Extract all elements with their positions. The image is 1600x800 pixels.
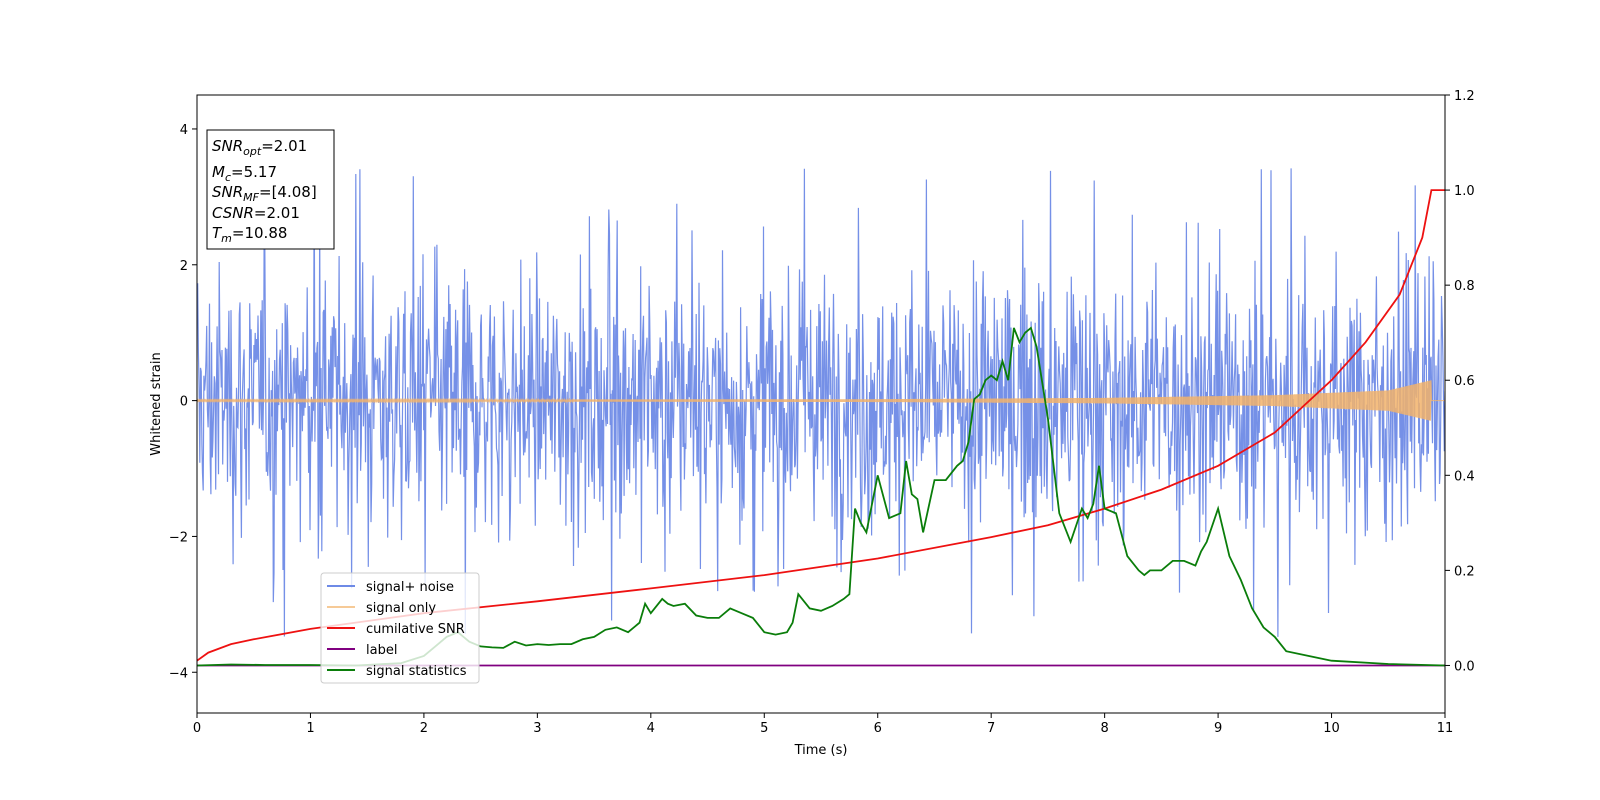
x-tick-label: 6: [874, 721, 882, 736]
stats-line: Mc=5.17: [212, 163, 277, 184]
y-tick-label: 2: [180, 259, 188, 274]
y-tick-label: −2: [169, 530, 188, 545]
ticks-layer: 0 1 2 3 4 5 6 7 8 9 10 11 −4 −2 0 2 4 0.0 0.2 0.4 0.6 0.8 1.0 1…: [169, 89, 1475, 736]
stats-symbol: SNR: [212, 183, 243, 201]
y2-tick-label: 1.2: [1454, 89, 1475, 104]
stats-box: SNRopt=2.01Mc=5.17SNRMF=[4.08]CSNR=2.01T…: [206, 129, 335, 250]
stats-subscript: c: [225, 171, 231, 184]
x-tick-label: 5: [760, 721, 768, 736]
signal-only-line: [197, 380, 1445, 421]
x-tick-label: 7: [987, 721, 995, 736]
stats-box-frame: [206, 129, 335, 250]
stats-symbol: SNR: [212, 137, 243, 155]
signal-statistics-line: [197, 326, 1445, 667]
plot-frame: [196, 94, 1446, 714]
y-tick-label: −4: [169, 666, 188, 681]
stats-symbol: T: [212, 224, 223, 242]
legend-label: signal statistics: [366, 664, 467, 679]
legend-frame: [320, 572, 480, 684]
legend-label: cumilative SNR: [366, 622, 465, 637]
y2-tick-label: 1.0: [1454, 184, 1475, 199]
y-tick-label: 4: [180, 123, 188, 138]
y2-tick-label: 0.0: [1454, 659, 1475, 674]
legend-label: signal only: [366, 601, 436, 616]
stats-line: Tm=10.88: [212, 224, 287, 245]
y2-tick-label: 0.2: [1454, 564, 1475, 579]
y2-tick-label: 0.6: [1454, 374, 1475, 389]
legend-items: signal+ noise signal only cumilative SNR la…: [327, 580, 467, 679]
x-tick-label: 1: [306, 721, 314, 736]
stats-line: SNRMF=[4.08]: [212, 183, 317, 204]
x-tick-label: 8: [1100, 721, 1108, 736]
y2-tick-label: 0.4: [1454, 469, 1475, 484]
stats-lines: SNRopt=2.01Mc=5.17SNRMF=[4.08]CSNR=2.01T…: [212, 137, 317, 245]
signal-noise-line: [197, 158, 1445, 637]
stats-value: =[4.08]: [259, 183, 317, 201]
x-tick-label: 11: [1437, 721, 1454, 736]
stats-value: =5.17: [231, 163, 277, 181]
x-axis-label: Time (s): [794, 743, 848, 758]
stats-subscript: opt: [243, 145, 262, 158]
y-tick-label: 0: [180, 395, 188, 410]
stats-value: =2.01: [261, 137, 307, 155]
stats-line: CSNR=2.01: [212, 204, 300, 222]
x-tick-label: 4: [647, 721, 655, 736]
stats-subscript: m: [221, 232, 232, 245]
x-tick-label: 2: [420, 721, 428, 736]
legend-label: label: [366, 643, 397, 658]
x-tick-label: 9: [1214, 721, 1222, 736]
x-tick-label: 10: [1323, 721, 1340, 736]
stats-symbol: CSNR: [212, 204, 254, 222]
y-axis-label: Whitened strain: [149, 352, 164, 455]
legend: signal+ noise signal only cumilative SNR la…: [320, 572, 480, 684]
x-tick-label: 3: [533, 721, 541, 736]
stats-symbol: M: [212, 163, 225, 181]
cumulative-snr-line: [197, 189, 1445, 662]
stats-value: =10.88: [232, 224, 288, 242]
stats-value: =2.01: [254, 204, 300, 222]
legend-label: signal+ noise: [366, 580, 454, 595]
x-tick-label: 0: [193, 721, 201, 736]
stats-line: SNRopt=2.01: [212, 137, 307, 158]
y2-tick-label: 0.8: [1454, 279, 1475, 294]
stats-subscript: MF: [243, 191, 259, 204]
